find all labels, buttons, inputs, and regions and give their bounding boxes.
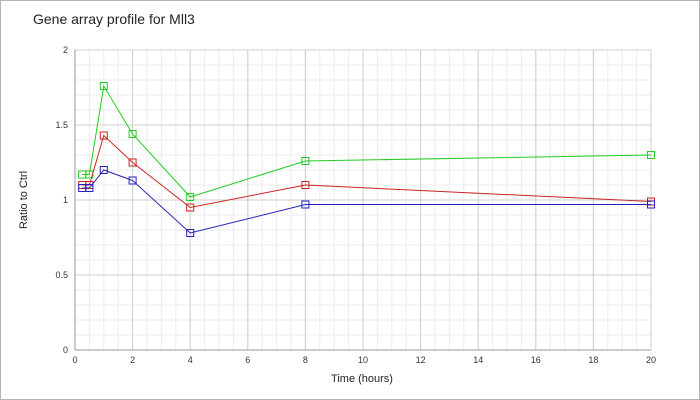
y-tick-label: 1.5 <box>55 120 68 130</box>
x-tick-label: 10 <box>358 355 368 365</box>
data-point-marker <box>647 200 655 209</box>
series-line <box>82 84 652 198</box>
y-tick-label: 0.5 <box>55 270 68 280</box>
data-point-marker <box>186 193 195 201</box>
x-tick-label: 12 <box>416 355 426 365</box>
series-line <box>82 169 651 234</box>
series-group <box>78 82 655 237</box>
x-tick-label: 14 <box>473 355 483 365</box>
tick-labels: 0 2 4 6 8 10 12 14 16 18 20 0 0.5 1 1.5 2 <box>55 45 656 365</box>
axes <box>74 50 651 351</box>
y-tick-label: 2 <box>63 45 68 55</box>
x-axis-label: Time (hours) <box>331 373 393 385</box>
data-point-marker <box>301 200 310 209</box>
y-tick-label: 1 <box>63 195 68 205</box>
data-point-marker <box>301 157 310 165</box>
y-tick-label: 0 <box>63 345 68 355</box>
chart-title: Gene array profile for Mll3 <box>33 11 195 27</box>
data-point-marker <box>301 181 310 189</box>
x-tick-label: 2 <box>130 355 135 365</box>
data-point-marker <box>99 82 108 90</box>
data-point-marker <box>128 176 137 185</box>
data-point-marker <box>128 130 137 138</box>
x-tick-label: 16 <box>531 355 541 365</box>
x-tick-label: 18 <box>588 355 598 365</box>
data-point-marker <box>186 203 195 212</box>
data-point-marker <box>186 229 195 237</box>
x-tick-label: 6 <box>245 355 250 365</box>
data-point-marker <box>647 151 655 159</box>
x-tick-label: 4 <box>188 355 193 365</box>
x-tick-label: 8 <box>303 355 308 365</box>
data-point-marker <box>128 158 137 167</box>
data-point-marker <box>99 131 108 140</box>
x-tick-label: 0 <box>72 355 77 365</box>
x-tick-label: 20 <box>646 355 656 365</box>
data-point-marker <box>85 184 94 192</box>
data-point-marker <box>99 166 108 174</box>
